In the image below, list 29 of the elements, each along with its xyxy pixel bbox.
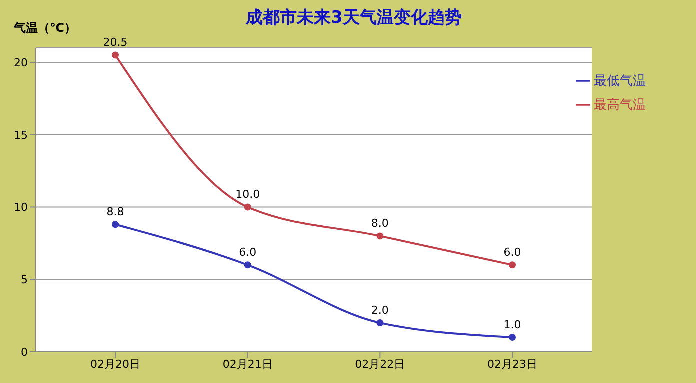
- legend-label: 最低气温: [594, 74, 646, 89]
- y-axis-title: 气温（℃）: [14, 20, 77, 37]
- x-tick-label: 02月23日: [488, 358, 538, 371]
- point: [244, 262, 252, 269]
- point: [509, 334, 516, 342]
- point: [376, 232, 384, 240]
- point: [112, 52, 119, 59]
- chart-title: 成都市未来3天气温变化趋势: [246, 8, 462, 28]
- data-label: 20.5: [103, 36, 128, 50]
- x-tick-label: 02月22日: [355, 358, 406, 371]
- point: [112, 221, 119, 228]
- legend-label: 最高气温: [594, 98, 646, 113]
- y-tick-label: 15: [14, 128, 28, 142]
- y-tick-label: 20: [14, 56, 28, 70]
- point: [376, 320, 384, 327]
- data-label: 10.0: [236, 188, 260, 202]
- y-tick-label: 0: [21, 346, 28, 359]
- data-label: 6.0: [239, 246, 257, 260]
- data-label: 6.0: [504, 246, 522, 260]
- x-tick-label: 02月20日: [90, 358, 140, 371]
- x-tick-label: 02月21日: [222, 358, 273, 371]
- y-tick-label: 10: [14, 201, 28, 214]
- point: [509, 262, 516, 269]
- data-label: 1.0: [504, 318, 522, 332]
- data-label: 2.0: [371, 304, 389, 318]
- data-label: 8.8: [106, 206, 124, 219]
- y-tick-label: 5: [21, 274, 28, 287]
- data-label: 8.0: [371, 217, 389, 230]
- point: [244, 204, 252, 211]
